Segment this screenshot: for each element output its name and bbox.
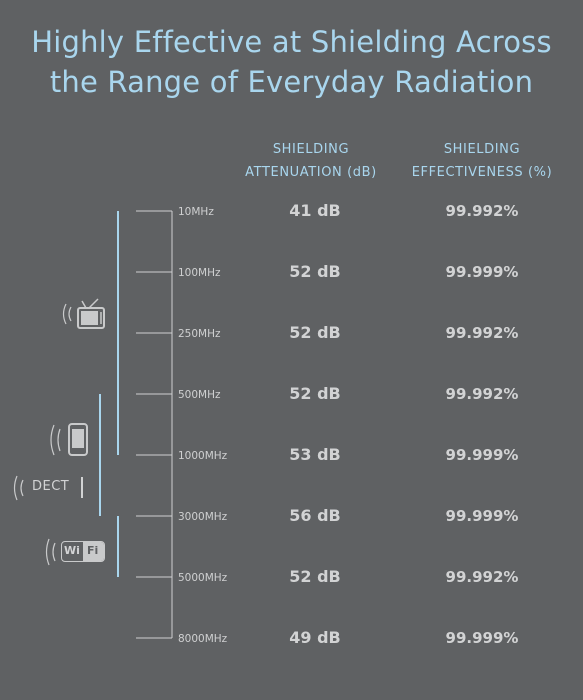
attenuation-value: 52 dB [289,262,340,281]
header-attenuation: SHIELDING ATTENUATION (dB) [226,138,396,184]
attenuation-value: 53 dB [289,445,340,464]
tv-icon [62,298,105,329]
dect-bar [81,477,83,498]
wifi-wave-icon [45,538,56,566]
header-effectiveness-line2: EFFECTIVENESS (%) [411,165,553,180]
effectiveness-value: 99.992% [446,385,519,403]
header-effectiveness-line1: SHIELDING [443,142,521,157]
effectiveness-value: 99.992% [446,202,519,220]
wifi-label-fi-text: Fi [87,544,99,557]
frequency-label: 3000MHz [178,511,228,523]
mobile-phone-icon [50,423,88,456]
frequency-label: 500MHz [178,389,221,401]
header-effectiveness: SHIELDING EFFECTIVENESS (%) [397,138,567,184]
wifi-badge: Wi Fi [61,541,105,562]
header-attenuation-line1: SHIELDING [272,142,350,157]
effectiveness-value: 99.999% [446,446,519,464]
frequency-label: 10MHz [178,206,214,218]
wifi-label-fi [83,542,104,561]
attenuation-value: 49 dB [289,628,340,647]
dect-label: DECT [32,479,70,494]
effectiveness-value: 99.992% [446,568,519,586]
chart-title: Highly Effective at Shielding Across the… [0,22,583,102]
frequency-label: 250MHz [178,328,221,340]
header-attenuation-line2: ATTENUATION (dB) [245,165,377,180]
dect-icon: DECT [10,473,88,503]
wifi-label-wi: Wi [64,544,80,557]
attenuation-value: 52 dB [289,384,340,403]
frequency-label: 5000MHz [178,572,228,584]
effectiveness-value: 99.999% [446,507,519,525]
attenuation-value: 52 dB [289,323,340,342]
attenuation-value: 52 dB [289,567,340,586]
attenuation-value: 56 dB [289,506,340,525]
title-line-2: the Range of Everyday Radiation [49,65,534,99]
effectiveness-value: 99.999% [446,263,519,281]
effectiveness-value: 99.999% [446,629,519,647]
frequency-label: 1000MHz [178,450,228,462]
frequency-label: 8000MHz [178,633,228,645]
attenuation-value: 41 dB [289,201,340,220]
title-line-1: Highly Effective at Shielding Across [31,25,552,59]
wifi-icon: Wi Fi [42,536,110,568]
frequency-label: 100MHz [178,267,221,279]
effectiveness-value: 99.992% [446,324,519,342]
dect-wave-icon [13,475,24,501]
